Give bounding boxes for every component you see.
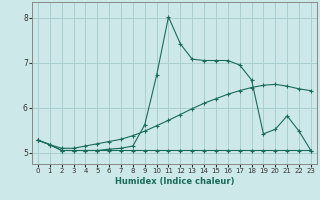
X-axis label: Humidex (Indice chaleur): Humidex (Indice chaleur) bbox=[115, 177, 234, 186]
